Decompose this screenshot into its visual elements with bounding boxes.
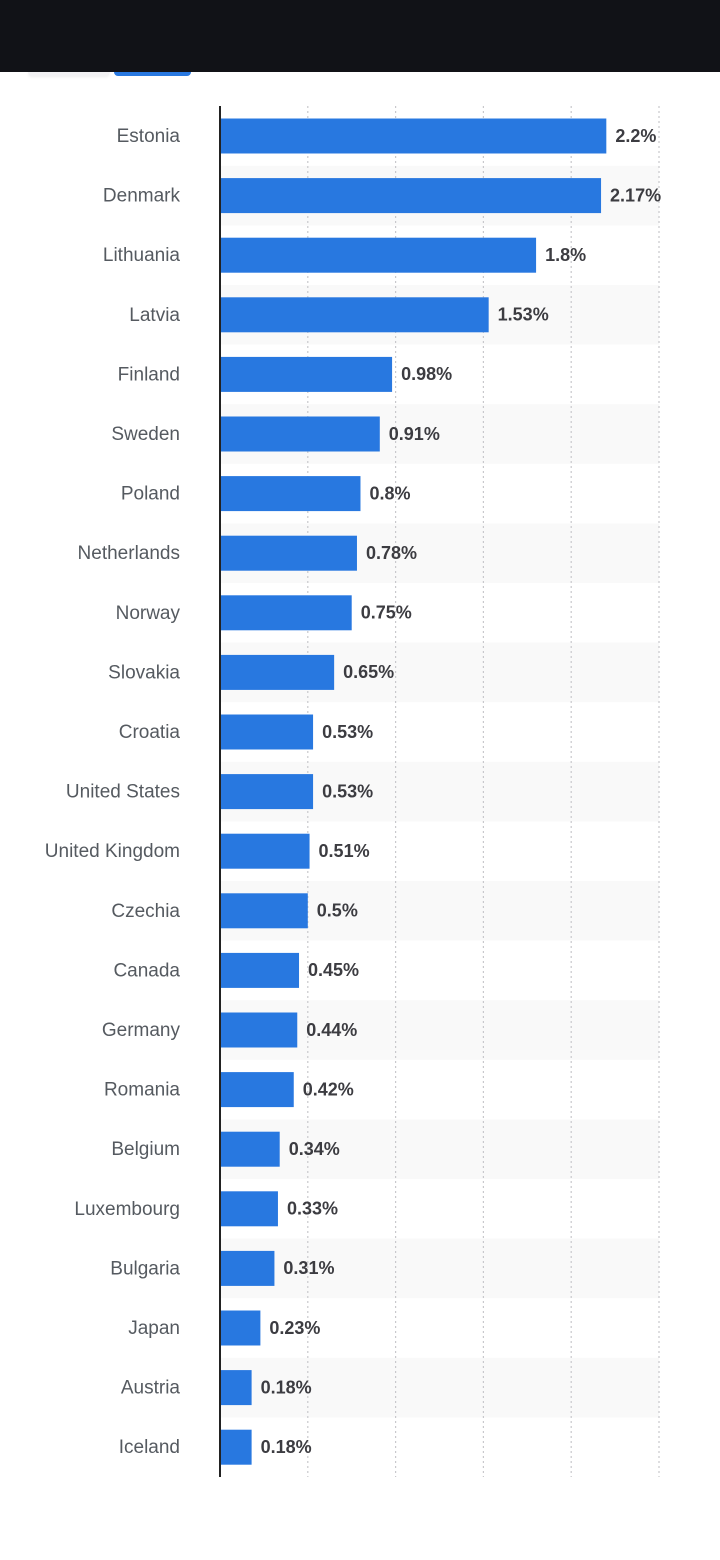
bar-belgium[interactable] [220,1131,280,1167]
bar-czechia[interactable] [220,893,308,929]
value-label: 0.91% [389,424,440,444]
category-label: Belgium [111,1139,180,1160]
value-label: 0.31% [283,1258,334,1278]
bar-luxembourg[interactable] [220,1191,278,1227]
value-label: 0.75% [361,603,412,623]
value-label: 0.34% [289,1139,340,1159]
value-label: 0.23% [269,1318,320,1338]
value-label: 0.5% [317,901,358,921]
bar-norway[interactable] [220,595,352,631]
value-labels: 2.2% 2.17% 1.8% 1.53% 0.98% 0.91% 0.8% 0.78% 0.7… [261,126,661,1457]
bar-united-kingdom[interactable] [220,833,310,869]
category-label: Poland [121,484,180,505]
category-label: Germany [102,1020,181,1041]
category-label: Croatia [119,722,181,743]
value-label: 0.33% [287,1199,338,1219]
category-label: United States [66,782,180,803]
value-label: 1.8% [545,245,586,265]
value-label: 2.2% [615,126,656,146]
bar-iceland[interactable] [220,1429,252,1465]
value-label: 2.17% [610,185,661,205]
category-label: Slovakia [108,662,180,683]
value-label: 0.18% [261,1437,312,1457]
category-label: Latvia [129,305,180,326]
row-band [220,1238,659,1299]
bar-lithuania[interactable] [220,237,537,273]
category-label: Iceland [119,1437,180,1458]
value-label: 1.53% [498,305,549,325]
category-label: Lithuania [103,245,181,266]
bars [220,118,607,1465]
value-label: 0.45% [308,960,359,980]
category-label: Estonia [117,126,181,147]
value-label: 0.53% [322,781,373,801]
category-label: United Kingdom [45,841,180,862]
value-label: 0.78% [366,543,417,563]
bar-canada[interactable] [220,952,300,988]
category-label: Austria [121,1378,181,1399]
bar-slovakia[interactable] [220,654,335,690]
bar-bulgaria[interactable] [220,1250,275,1286]
bar-romania[interactable] [220,1072,294,1108]
tab-active[interactable] [114,72,191,76]
bar-united-states[interactable] [220,774,314,810]
bar-poland[interactable] [220,476,361,512]
value-label: 0.98% [401,364,452,384]
category-label: Finland [118,364,180,385]
bar-denmark[interactable] [220,178,602,214]
value-label: 0.44% [306,1020,357,1040]
category-label: Romania [104,1080,180,1101]
category-label: Czechia [111,901,180,922]
category-labels: Estonia Denmark Lithuania Latvia Finland Swed… [45,126,181,1458]
value-label: 0.53% [322,722,373,742]
value-label: 0.8% [369,483,410,503]
row-band [220,1357,659,1418]
value-label: 0.65% [343,662,394,682]
value-label: 0.51% [319,841,370,861]
category-label: Sweden [111,424,180,445]
bar-croatia[interactable] [220,714,314,750]
category-label: Japan [128,1318,180,1339]
tab-inactive[interactable] [28,72,110,76]
category-label: Denmark [103,186,181,207]
bar-estonia[interactable] [220,118,607,154]
category-label: Norway [116,603,181,624]
top-bar [0,0,720,72]
bar-sweden[interactable] [220,416,380,452]
category-label: Netherlands [78,543,180,564]
category-label: Canada [113,960,180,981]
bar-austria[interactable] [220,1370,252,1406]
bar-latvia[interactable] [220,297,489,333]
bar-finland[interactable] [220,356,393,392]
category-label: Bulgaria [110,1258,180,1279]
bar-japan[interactable] [220,1310,261,1346]
value-label: 0.18% [261,1377,312,1397]
category-label: Luxembourg [74,1199,180,1220]
value-label: 0.42% [303,1079,354,1099]
row-band [220,1119,659,1179]
bar-netherlands[interactable] [220,535,357,571]
bar-germany[interactable] [220,1012,298,1048]
